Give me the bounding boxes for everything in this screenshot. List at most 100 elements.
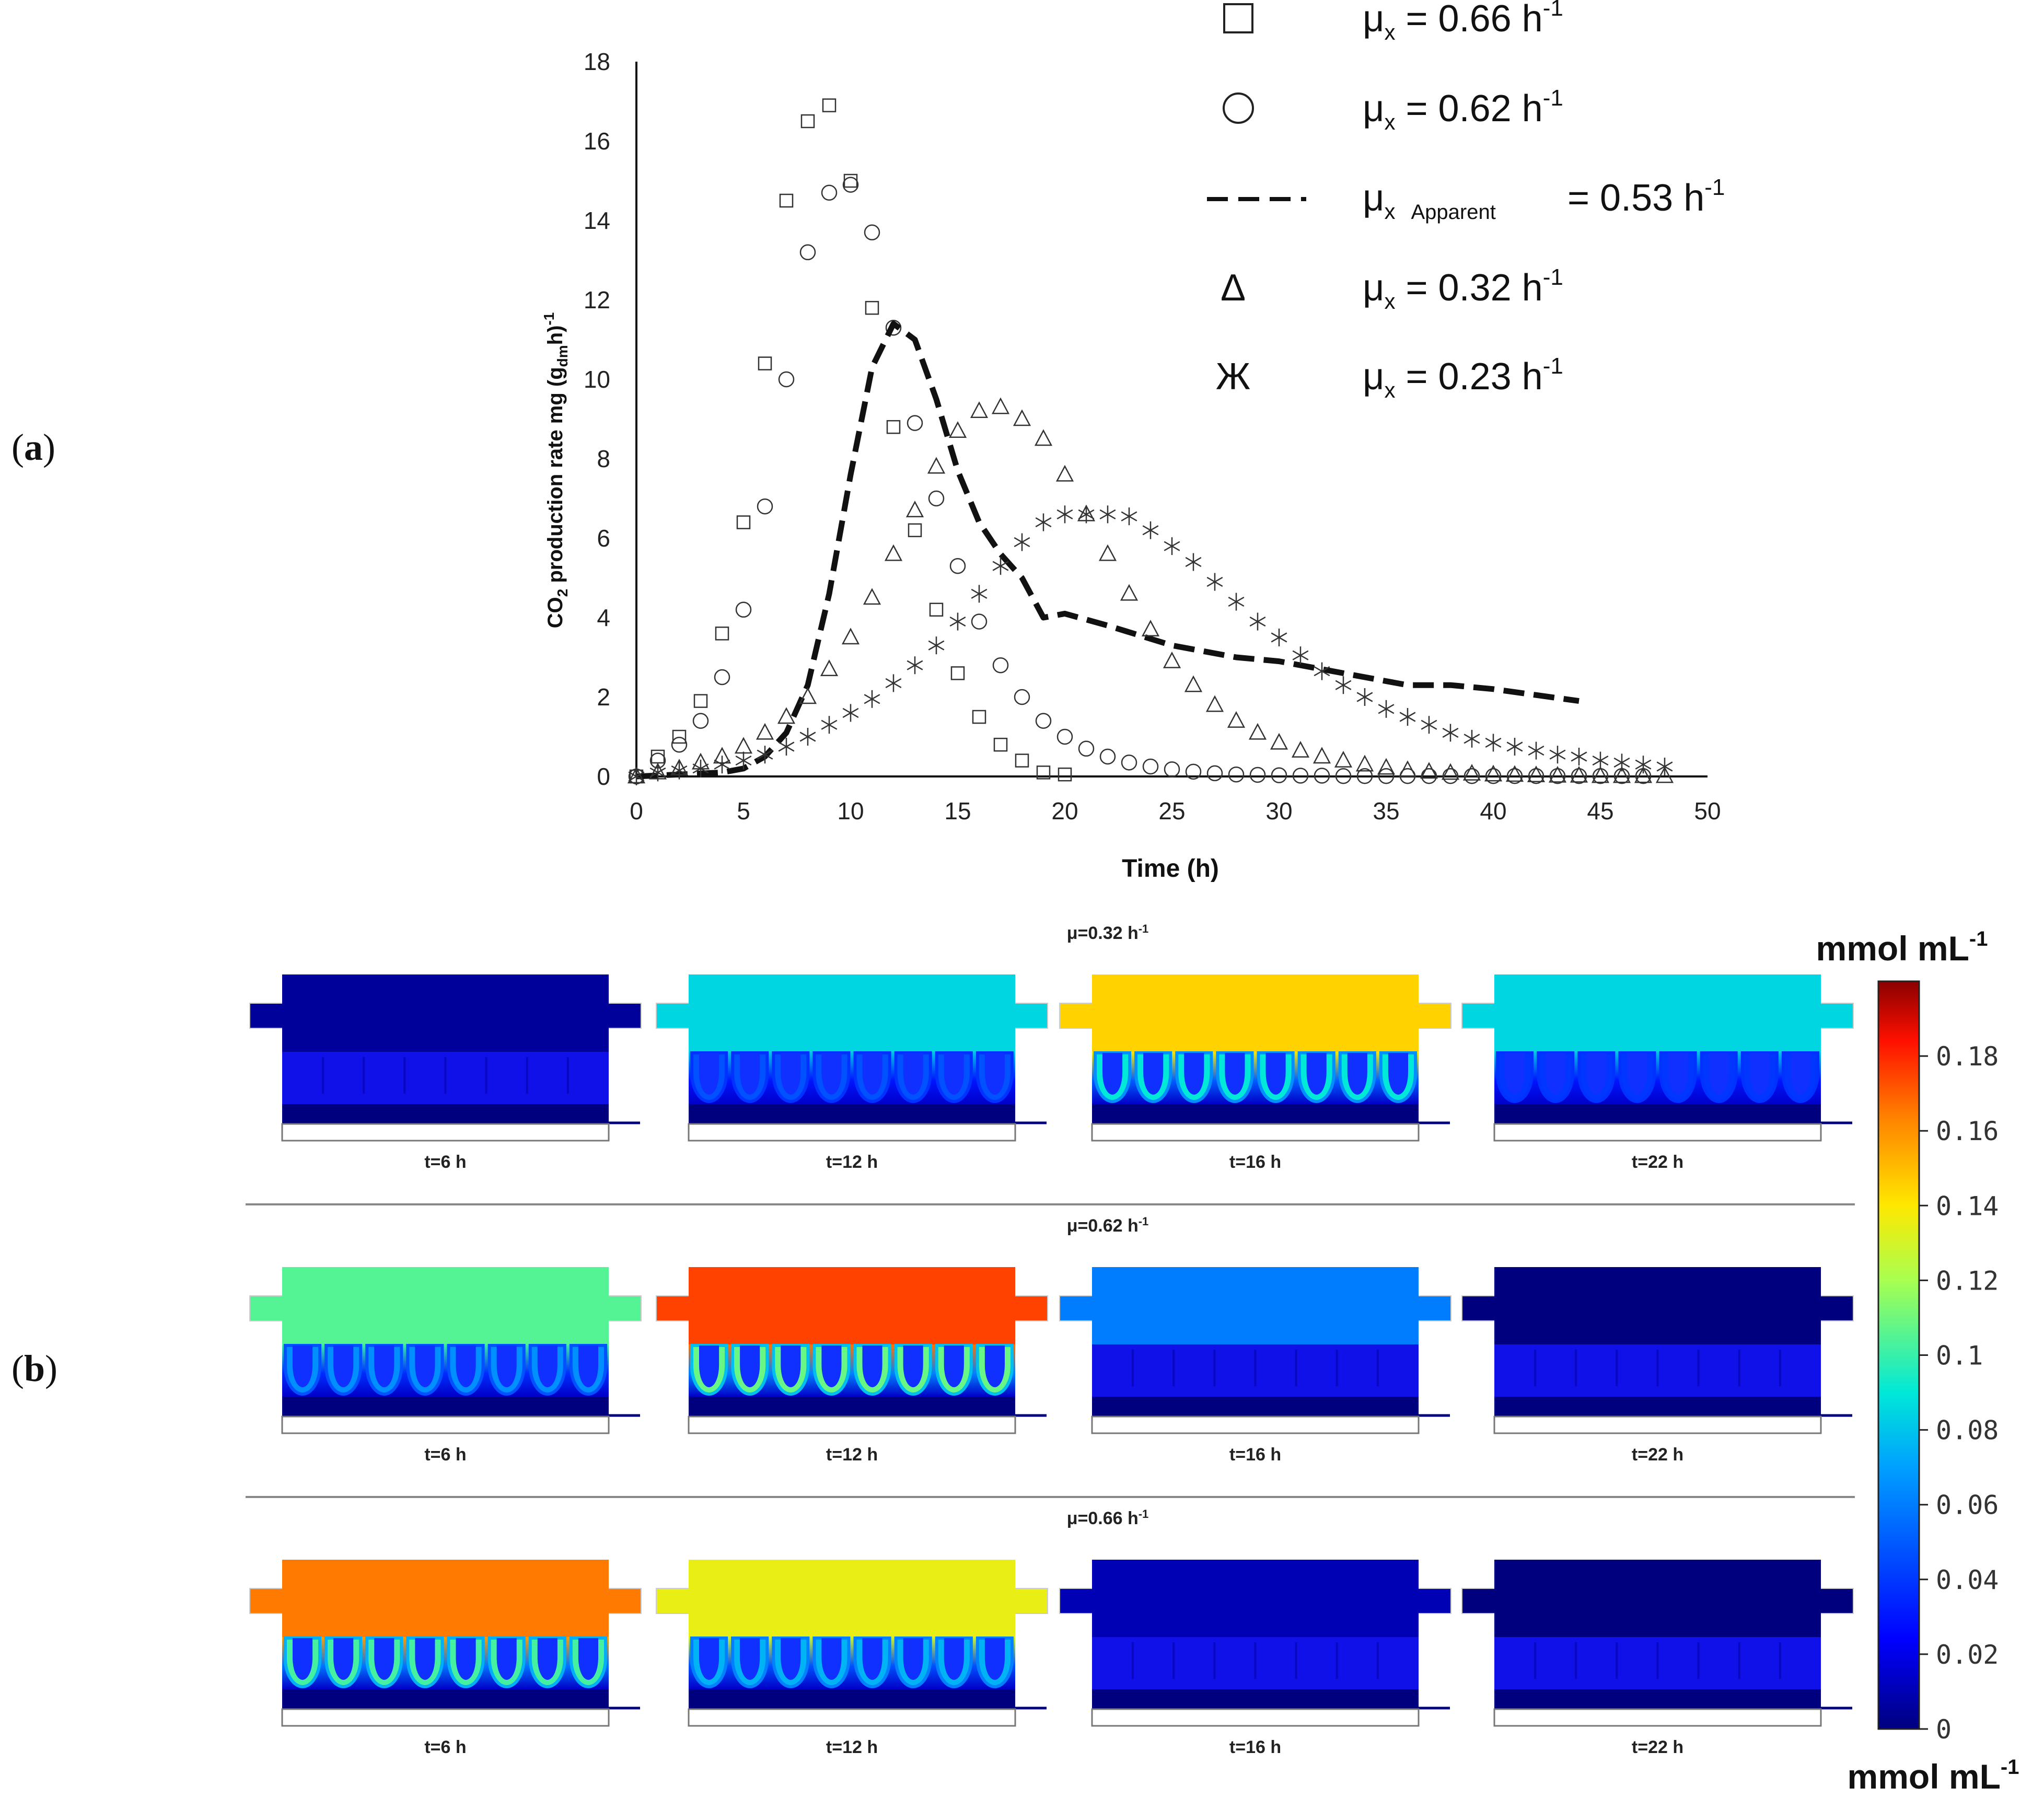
data-point-triangle bbox=[905, 501, 924, 518]
data-point-circle bbox=[1078, 740, 1095, 757]
time-label: t=6 h bbox=[424, 1737, 466, 1757]
data-point-circle bbox=[1056, 728, 1073, 745]
data-point-circle bbox=[1292, 768, 1309, 784]
x-tick-label: 20 bbox=[1051, 797, 1078, 825]
data-point-triangle bbox=[1591, 766, 1610, 783]
legend-label: μx = 0.62 h-1 bbox=[1363, 85, 1563, 134]
data-point-triangle bbox=[1184, 675, 1203, 692]
base-plate bbox=[1493, 1415, 1822, 1434]
depleted-core bbox=[578, 1345, 598, 1387]
row-growth-rate-label: μ=0.32 h-1 bbox=[1067, 922, 1149, 943]
data-point-triangle bbox=[948, 421, 967, 438]
y-tick-label: 2 bbox=[597, 683, 610, 711]
data-point-asterisk bbox=[842, 704, 859, 722]
x-tick-label: 0 bbox=[630, 797, 643, 825]
colorbar-tick-label: 0.02 bbox=[1936, 1640, 1999, 1670]
data-point-circle bbox=[885, 319, 902, 336]
data-point-asterisk bbox=[735, 751, 752, 770]
data-point-circle bbox=[992, 657, 1009, 674]
data-point-square bbox=[1036, 765, 1051, 780]
colorbar-bottom-sup: -1 bbox=[2001, 1756, 2019, 1779]
data-point-asterisk bbox=[1485, 734, 1502, 752]
panel-label-a: (a) bbox=[11, 426, 55, 469]
legend-label: μx = 0.32 h-1 bbox=[1363, 264, 1563, 314]
depleted-core bbox=[293, 1345, 313, 1387]
data-point-asterisk bbox=[1121, 507, 1137, 526]
data-point-asterisk bbox=[1378, 700, 1395, 718]
data-point-asterisk bbox=[1206, 573, 1223, 591]
data-point-triangle bbox=[1205, 695, 1224, 712]
legend-item-dashed-line: μx Apparent = 0.53 h-1 bbox=[1207, 175, 1725, 224]
data-point-triangle bbox=[1634, 766, 1653, 783]
data-point-triangle bbox=[1355, 755, 1374, 772]
bottom-layer bbox=[282, 1104, 609, 1124]
outlet-port bbox=[1417, 1295, 1451, 1321]
data-point-square bbox=[672, 729, 687, 744]
depleted-core bbox=[903, 1345, 923, 1387]
depleted-core bbox=[456, 1345, 476, 1387]
time-label: t=16 h bbox=[1229, 1152, 1281, 1172]
bottom-layer bbox=[689, 1104, 1015, 1124]
panel-label-b-pre: ( bbox=[11, 1348, 24, 1389]
heatmap-panels: μ=0.32 h-1t=6 h t=12 h t=16 h t=22 hμ=0.62 … bbox=[246, 922, 1855, 1757]
data-point-asterisk bbox=[864, 690, 880, 708]
data-point-square bbox=[993, 737, 1008, 752]
depleted-core bbox=[944, 1638, 964, 1680]
data-point-triangle bbox=[1291, 740, 1310, 758]
data-point-triangle bbox=[1227, 711, 1246, 728]
depleted-core bbox=[699, 1053, 719, 1095]
heatmap-panel: t=6 h bbox=[249, 1267, 642, 1465]
time-label: t=16 h bbox=[1229, 1445, 1281, 1465]
y-axis-title-co: CO bbox=[544, 597, 567, 628]
series-triangle bbox=[627, 397, 1674, 784]
legend-circle-icon bbox=[1223, 92, 1254, 124]
data-point-circle bbox=[1271, 767, 1287, 783]
depleted-core bbox=[1668, 1053, 1688, 1095]
data-point-circle bbox=[1528, 768, 1544, 784]
depleted-core bbox=[740, 1053, 760, 1095]
heatmap-panel: t=12 h bbox=[656, 1560, 1048, 1757]
outlet-port bbox=[1819, 1295, 1854, 1321]
inlet-port bbox=[656, 1588, 690, 1614]
inlet-port bbox=[1461, 1295, 1496, 1321]
data-point-asterisk bbox=[1442, 724, 1459, 742]
co2-production-chart: 0 5 10 15 20 25 30 35 40 45 50 0 2 4 6 8 10 12 14 16 18 Time… bbox=[541, 0, 1725, 883]
data-point-square bbox=[1058, 767, 1072, 782]
co2-concentration-heatmaps: μ=0.32 h-1t=6 h t=12 h t=16 h t=22 hμ=0.62 … bbox=[246, 922, 2019, 1796]
data-point-circle bbox=[1356, 768, 1373, 784]
x-tick-label: 15 bbox=[944, 797, 971, 825]
data-point-triangle bbox=[1248, 723, 1267, 740]
data-point-circle bbox=[907, 415, 923, 431]
data-point-triangle bbox=[1270, 733, 1288, 750]
data-point-triangle bbox=[1655, 766, 1674, 783]
data-point-asterisk bbox=[1078, 505, 1095, 524]
depleted-core bbox=[578, 1638, 598, 1680]
legend-square-icon bbox=[1223, 3, 1253, 33]
data-point-asterisk bbox=[971, 585, 988, 603]
x-tick-label: 30 bbox=[1265, 797, 1292, 825]
data-point-circle bbox=[1206, 765, 1223, 782]
depleted-core bbox=[1709, 1053, 1729, 1095]
depleted-core bbox=[1347, 1053, 1367, 1095]
headspace-region bbox=[1092, 974, 1419, 1052]
data-point-triangle bbox=[734, 737, 753, 754]
data-point-asterisk bbox=[1228, 593, 1245, 611]
data-point-square bbox=[886, 420, 901, 434]
headspace-region bbox=[689, 1267, 1015, 1344]
data-point-asterisk bbox=[928, 636, 945, 655]
data-point-triangle bbox=[1034, 429, 1053, 446]
data-point-asterisk bbox=[1399, 708, 1416, 726]
outlet-port bbox=[607, 1003, 642, 1029]
data-point-circle bbox=[1506, 768, 1523, 784]
data-point-triangle bbox=[1570, 765, 1588, 783]
y-tick-label: 10 bbox=[584, 366, 610, 393]
data-point-triangle bbox=[1141, 620, 1160, 637]
data-point-circle bbox=[778, 371, 795, 388]
heatmap-panel: t=12 h bbox=[656, 1267, 1048, 1465]
colorbar: 0 0.02 0.04 0.06 0.08 0.1 0.12 0.14 0.16 0.18 mmo… bbox=[1816, 927, 2019, 1796]
data-point-asterisk bbox=[1014, 533, 1030, 551]
data-point-square bbox=[822, 98, 837, 112]
outlet-port bbox=[1819, 1588, 1854, 1614]
y-tick-label: 0 bbox=[597, 763, 610, 790]
